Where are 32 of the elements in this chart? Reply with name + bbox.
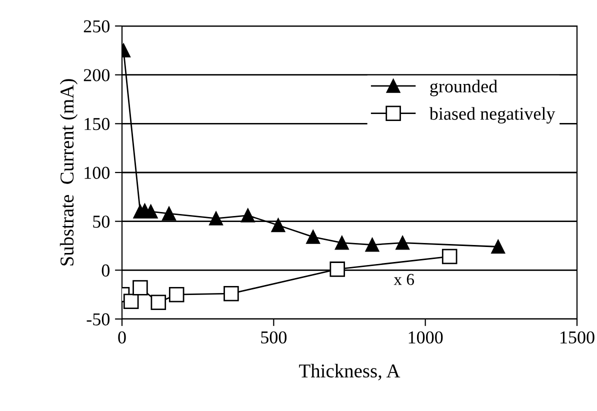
legend-label: biased negatively bbox=[429, 107, 556, 124]
x-tick-label: 1500 bbox=[560, 331, 594, 344]
y-tick-label: 250 bbox=[84, 20, 110, 32]
point bbox=[150, 294, 166, 310]
y-tick-label: 50 bbox=[93, 216, 110, 228]
x-axis-title: Thickness, A bbox=[299, 364, 400, 380]
point bbox=[162, 206, 176, 220]
point bbox=[240, 208, 255, 222]
annotation: x 6 bbox=[394, 274, 414, 286]
point bbox=[123, 294, 139, 310]
point bbox=[306, 230, 320, 244]
point bbox=[491, 240, 506, 254]
point bbox=[132, 280, 148, 296]
y-tick-label: 200 bbox=[84, 69, 110, 82]
point bbox=[209, 211, 223, 226]
y-tick-label: -50 bbox=[86, 313, 110, 326]
y-tick-label: 100 bbox=[84, 166, 110, 179]
x-tick-label: 0 bbox=[118, 331, 126, 344]
legend-label: grounded bbox=[430, 80, 498, 96]
y-tick-label: 0 bbox=[102, 264, 110, 277]
x-tick-label: 500 bbox=[261, 331, 287, 344]
point bbox=[334, 236, 349, 250]
y-tick-label: 150 bbox=[84, 118, 110, 130]
y-axis-title: Substrate Current (mA) bbox=[60, 79, 78, 266]
point bbox=[168, 286, 184, 302]
x-tick-label: 1000 bbox=[408, 331, 443, 344]
point bbox=[330, 262, 346, 277]
point bbox=[224, 286, 239, 302]
point bbox=[442, 248, 458, 264]
point bbox=[365, 238, 380, 252]
point bbox=[271, 218, 286, 232]
point bbox=[396, 236, 410, 250]
